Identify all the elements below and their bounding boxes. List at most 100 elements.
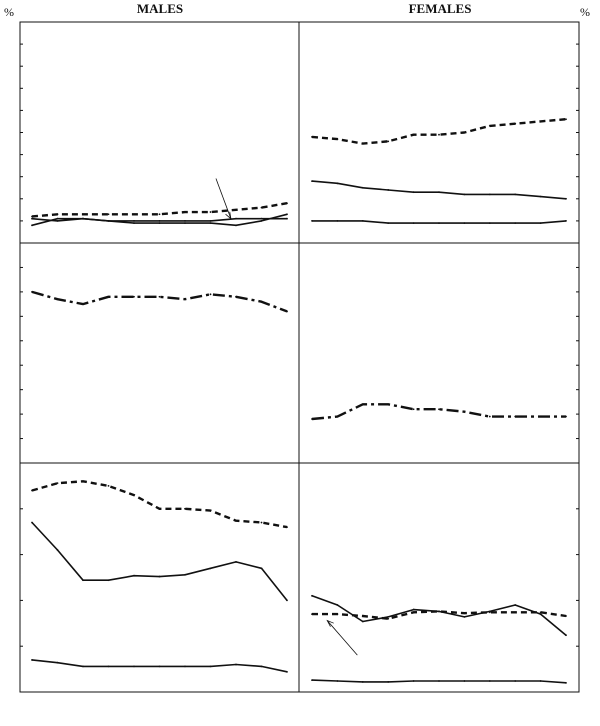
data-point [361, 615, 364, 617]
data-point [438, 191, 440, 194]
data-point [107, 665, 110, 668]
data-point [209, 211, 212, 213]
data-point [133, 213, 135, 216]
data-point [31, 659, 33, 661]
data-point [209, 509, 212, 512]
data-point [235, 217, 237, 220]
label-pointer-head [225, 211, 232, 220]
data-point [565, 634, 567, 637]
data-point [336, 604, 339, 606]
data-point [133, 295, 135, 298]
data-point [387, 403, 390, 406]
series-line [31, 480, 288, 529]
data-point [311, 594, 313, 597]
data-point [82, 579, 84, 582]
data-point [488, 415, 491, 418]
data-point [158, 575, 161, 578]
data-point [463, 615, 466, 618]
data-point [56, 549, 59, 551]
data-point [158, 213, 161, 216]
data-point [387, 681, 390, 683]
label-pointer-head [326, 619, 334, 627]
data-point [412, 680, 415, 682]
right-unit-label: % [580, 5, 590, 19]
data-point [412, 133, 415, 136]
data-point [463, 193, 466, 196]
data-point [514, 680, 517, 682]
data-point [260, 206, 263, 209]
data-point [107, 220, 110, 222]
data-point [412, 611, 415, 614]
data-point [158, 220, 161, 222]
data-point [336, 415, 339, 418]
data-point [488, 611, 491, 614]
data-point [387, 222, 390, 225]
data-point [311, 220, 313, 222]
series-line [311, 595, 567, 636]
data-point [184, 507, 186, 510]
data-point [463, 222, 466, 225]
data-point [463, 612, 466, 615]
data-point [260, 567, 263, 570]
data-point [412, 191, 415, 194]
data-point [311, 418, 313, 420]
data-point [260, 300, 263, 303]
data-point [336, 680, 339, 682]
data-point [235, 663, 237, 666]
data-point [209, 567, 212, 570]
data-point [133, 665, 135, 668]
data-point [56, 217, 59, 220]
data-point [514, 415, 517, 418]
females-header: FEMALES [409, 1, 472, 16]
data-point [539, 195, 542, 198]
data-point [286, 599, 288, 602]
series-line [31, 521, 288, 601]
data-point [286, 202, 288, 205]
data-point [82, 217, 84, 220]
data-point [260, 217, 263, 220]
data-point [412, 608, 415, 611]
data-point [260, 521, 263, 524]
data-point [438, 610, 440, 613]
data-point [107, 295, 110, 298]
data-point [514, 604, 517, 606]
data-point [336, 138, 339, 141]
data-point [539, 680, 542, 682]
data-point [184, 665, 186, 668]
data-point [209, 293, 212, 296]
data-point [488, 222, 491, 225]
label-pointer [215, 178, 232, 219]
data-point [82, 303, 84, 306]
data-point [336, 182, 339, 185]
data-point [31, 489, 33, 492]
label-pointer [326, 620, 358, 656]
data-point [387, 615, 390, 618]
chart-marks [20, 21, 579, 693]
data-point [235, 519, 237, 522]
data-point [184, 222, 186, 225]
data-point [286, 310, 288, 313]
data-point [235, 295, 237, 298]
data-point [463, 131, 466, 134]
data-point [56, 213, 59, 216]
data-point [565, 220, 567, 222]
data-point [31, 215, 33, 218]
data-point [107, 579, 110, 582]
males-header: MALES [137, 1, 183, 16]
data-point [539, 415, 542, 418]
data-point [565, 118, 567, 121]
data-point [361, 620, 364, 623]
data-point [463, 680, 466, 682]
data-point [412, 408, 415, 411]
data-point [133, 220, 135, 222]
data-point [235, 561, 237, 563]
data-point [463, 410, 466, 413]
data-point [31, 224, 33, 227]
data-point [539, 613, 542, 616]
series-line [311, 403, 566, 421]
data-point [539, 120, 542, 123]
data-point [539, 611, 542, 614]
data-point [311, 679, 313, 681]
data-point [286, 213, 288, 216]
